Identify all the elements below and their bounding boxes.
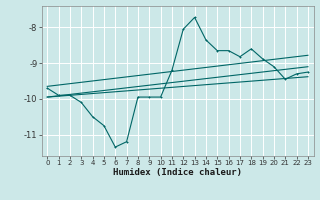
- X-axis label: Humidex (Indice chaleur): Humidex (Indice chaleur): [113, 168, 242, 177]
